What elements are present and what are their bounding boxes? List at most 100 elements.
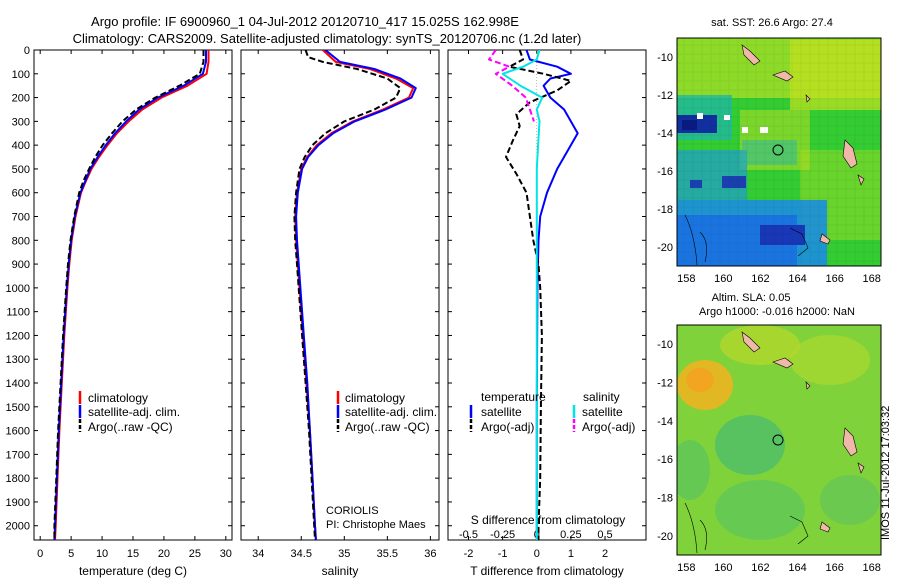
map-y-tick-label: -18	[657, 204, 673, 216]
y-tick-label: 1800	[6, 473, 30, 485]
x-tick-label: 0	[37, 548, 43, 560]
legend-title-salinity: salinity	[583, 390, 620, 404]
x-tick-label: 0	[534, 548, 540, 560]
sst-map	[677, 38, 881, 266]
temperature-xlabel: temperature (deg C)	[79, 564, 187, 578]
x-tick-label: -2	[464, 548, 474, 560]
x-tick-label: 34	[252, 548, 264, 560]
x-tick-label: 20	[158, 548, 170, 560]
coriolis-label: CORIOLIS	[326, 505, 379, 517]
figure-title-line1: Argo profile: IF 6900960_1 04-Jul-2012 2…	[91, 14, 519, 29]
temperature-axes	[33, 49, 233, 541]
sst-island-1	[741, 44, 761, 66]
series-t-satellite	[525, 50, 579, 540]
x-tick-label: 35	[338, 548, 350, 560]
y-tick-label: 1000	[6, 283, 30, 295]
legend-label-climatology: climatology	[88, 391, 148, 405]
difference-axes	[447, 49, 647, 541]
y-tick-label: 1300	[6, 354, 30, 366]
sla-island-1	[741, 331, 761, 353]
map-y-tick-label: -18	[657, 493, 673, 505]
sla-map	[677, 325, 881, 555]
map-y-tick-label: -16	[657, 454, 673, 466]
sst-reef-outline	[684, 214, 707, 266]
sla-high-east	[790, 335, 870, 385]
sla-island-2	[772, 357, 794, 369]
series-t-argo-adj-	[505, 50, 572, 540]
sst-island-3	[805, 94, 811, 103]
sla-island-4	[842, 427, 858, 457]
x-tick-label: 10	[96, 548, 108, 560]
y-tick-label: 0	[24, 45, 30, 57]
y-tick-label: 1200	[6, 330, 30, 342]
sla-low-south	[715, 480, 805, 540]
map-x-tick-label: 160	[714, 562, 732, 574]
sla-argo-location-marker	[772, 434, 784, 446]
legend-label-s-argo: Argo(-adj)	[582, 420, 635, 434]
x-tick-label: 36	[424, 548, 436, 560]
legend-label-climatology: climatology	[345, 391, 405, 405]
map-x-tick-label: 158	[677, 273, 695, 285]
sst-map-title: sat. SST: 26.6 Argo: 27.4	[711, 17, 833, 29]
series-s-satellite	[501, 50, 544, 540]
s-diff-tick-label: 0.25	[560, 529, 581, 541]
difference-top-axis-label: S difference from climatology	[471, 513, 626, 527]
series-argo-raw-qc-	[53, 50, 205, 540]
map-y-tick-label: -12	[657, 378, 673, 390]
sst-island-2	[772, 70, 794, 82]
map-x-tick-label: 168	[863, 273, 881, 285]
y-tick-label: 700	[12, 212, 30, 224]
x-tick-label: 2	[602, 548, 608, 560]
imos-timestamp: IMOS 11-Jul-2012 17:03:32	[880, 405, 892, 540]
y-tick-label: 2000	[6, 521, 30, 533]
sla-low-center	[715, 415, 785, 475]
sst-argo-location-marker	[772, 144, 784, 156]
y-tick-label: 1100	[6, 307, 30, 319]
x-tick-label: 15	[127, 548, 139, 560]
map-x-tick-label: 164	[788, 273, 806, 285]
y-tick-label: 400	[12, 140, 30, 152]
series-argo-raw-qc-	[293, 50, 402, 540]
sla-reef-outline-2	[789, 515, 809, 545]
map-x-tick-label: 166	[825, 562, 843, 574]
map-y-tick-label: -10	[657, 339, 673, 351]
x-tick-label: 1	[568, 548, 574, 560]
y-tick-label: 1700	[6, 449, 30, 461]
series-satellite-adj-clim-	[53, 50, 207, 540]
difference-legend: temperature satellite Argo(-adj) salinit…	[469, 390, 635, 434]
y-tick-label: 100	[12, 69, 30, 81]
legend-label-t-satellite: satellite	[481, 405, 522, 419]
map-y-tick-label: -14	[657, 416, 673, 428]
map-x-tick-label: 162	[751, 273, 769, 285]
legend-title-temperature: temperature	[481, 390, 546, 404]
x-tick-label: -1	[498, 548, 508, 560]
y-tick-label: 1900	[6, 497, 30, 509]
s-diff-tick-label: -0.5	[459, 529, 478, 541]
salinity-legend: climatology satellite-adj. clim. Argo(..…	[336, 391, 437, 434]
sla-low-west	[677, 440, 710, 500]
x-tick-label: 5	[68, 548, 74, 560]
legend-label-satellite: satellite-adj. clim.	[345, 405, 437, 419]
sla-map-title-line1: Altim. SLA: 0.05	[712, 292, 791, 304]
sla-high-northwest-core	[686, 368, 714, 392]
y-tick-label: 600	[12, 188, 30, 200]
legend-label-s-satellite: satellite	[582, 405, 623, 419]
sst-map-frame	[676, 37, 882, 267]
series-satellite-adj-clim-	[295, 50, 417, 540]
x-tick-label: 25	[189, 548, 201, 560]
map-y-tick-label: -16	[657, 166, 673, 178]
legend-label-satellite: satellite-adj. clim.	[88, 405, 180, 419]
sla-island-6	[819, 521, 831, 533]
figure-title-line2: Climatology: CARS2009. Satellite-adjuste…	[73, 31, 582, 46]
sla-map-frame	[676, 324, 882, 556]
temperature-legend: climatology satellite-adj. clim. Argo(..…	[78, 391, 180, 434]
y-tick-label: 1600	[6, 426, 30, 438]
difference-xlabel: T difference from climatology	[470, 564, 624, 578]
series-s-argo-adj-	[488, 50, 535, 122]
salinity-axes	[240, 49, 440, 541]
map-x-tick-label: 162	[751, 562, 769, 574]
map-y-tick-label: -14	[657, 128, 673, 140]
map-y-tick-label: -20	[657, 242, 673, 254]
sla-map-title-line2: Argo h1000: -0.016 h2000: NaN	[699, 306, 855, 318]
